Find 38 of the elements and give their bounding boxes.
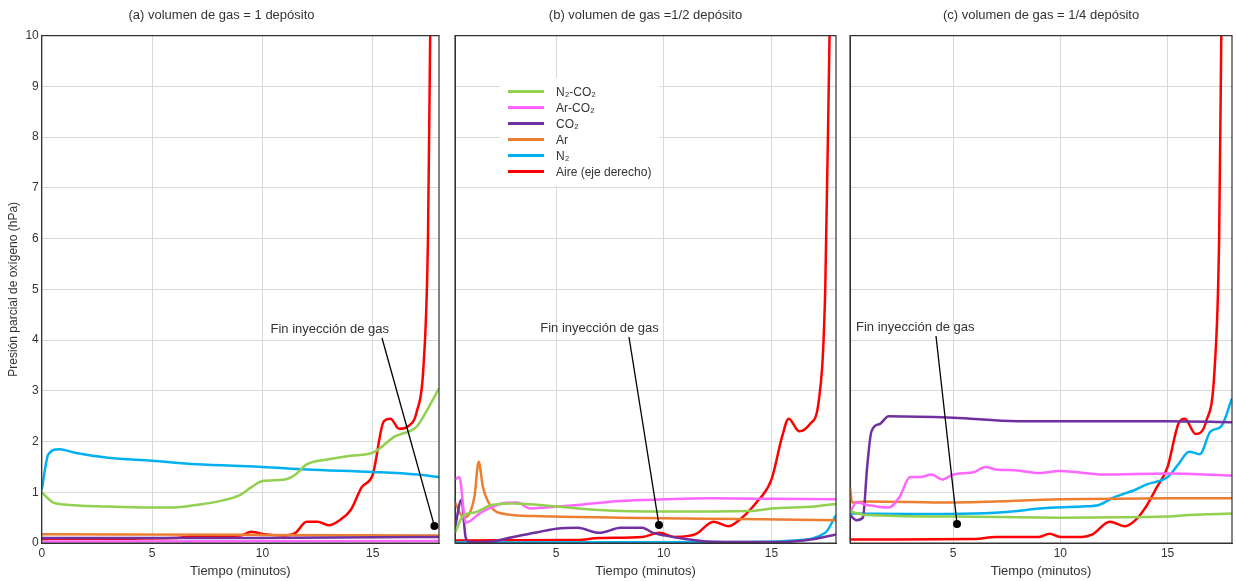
legend-label: CO₂ — [556, 115, 579, 132]
x-tick-label: 15 — [1160, 545, 1175, 560]
legend-label: N₂ — [556, 147, 570, 164]
x-axis-title: Tiempo (minutos) — [190, 562, 291, 578]
x-tick-label: 10 — [1053, 545, 1068, 560]
x-axis-title: Tiempo (minutos) — [595, 562, 696, 578]
y-tick-label: 0 — [32, 535, 40, 550]
y-tick-label: 5 — [32, 281, 40, 296]
y-axis-title: Presión parcial de oxígeno (hPa) — [5, 201, 20, 377]
x-tick-label: 10 — [657, 545, 671, 560]
line-series — [41, 386, 439, 509]
y-tick-label: 9 — [32, 78, 40, 93]
chart-title: (a) volumen de gas = 1 depósito — [128, 7, 315, 23]
x-tick-label: 5 — [552, 545, 560, 560]
legend-label: Ar-CO₂ — [556, 99, 595, 116]
legend-label: Ar — [556, 131, 568, 148]
annotation: Fin inyección de gas — [270, 320, 390, 336]
x-tick-label: 10 — [255, 545, 270, 560]
x-tick-label: 5 — [949, 545, 957, 560]
annotation: Fin inyección de gas — [540, 319, 660, 335]
annotation: Fin inyección de gas — [856, 318, 976, 334]
y-tick-label: 6 — [32, 230, 40, 245]
chart-title: (b) volumen de gas =1/2 depósito — [548, 7, 743, 23]
x-tick-label: 15 — [764, 545, 779, 560]
y-tick-label: 1 — [32, 484, 40, 499]
x-tick-label: 15 — [366, 545, 380, 560]
y-tick-label: 3 — [32, 383, 40, 398]
x-tick-label: 5 — [148, 545, 156, 560]
legend-label: N₂-CO₂ — [556, 83, 596, 100]
chart-title: (c) volumen de gas = 1/4 depósito — [942, 7, 1140, 23]
line-series — [41, 447, 439, 491]
legend-label: Aire (eje derecho) — [556, 163, 652, 180]
x-axis-title: Tiempo (minutos) — [990, 562, 1092, 578]
y-tick-label: 4 — [32, 332, 40, 347]
y-tick-label: 2 — [32, 433, 40, 448]
y-tick-label: 8 — [32, 129, 40, 144]
y-tick-label: 10 — [25, 27, 40, 42]
y-tick-label: 7 — [32, 180, 40, 195]
